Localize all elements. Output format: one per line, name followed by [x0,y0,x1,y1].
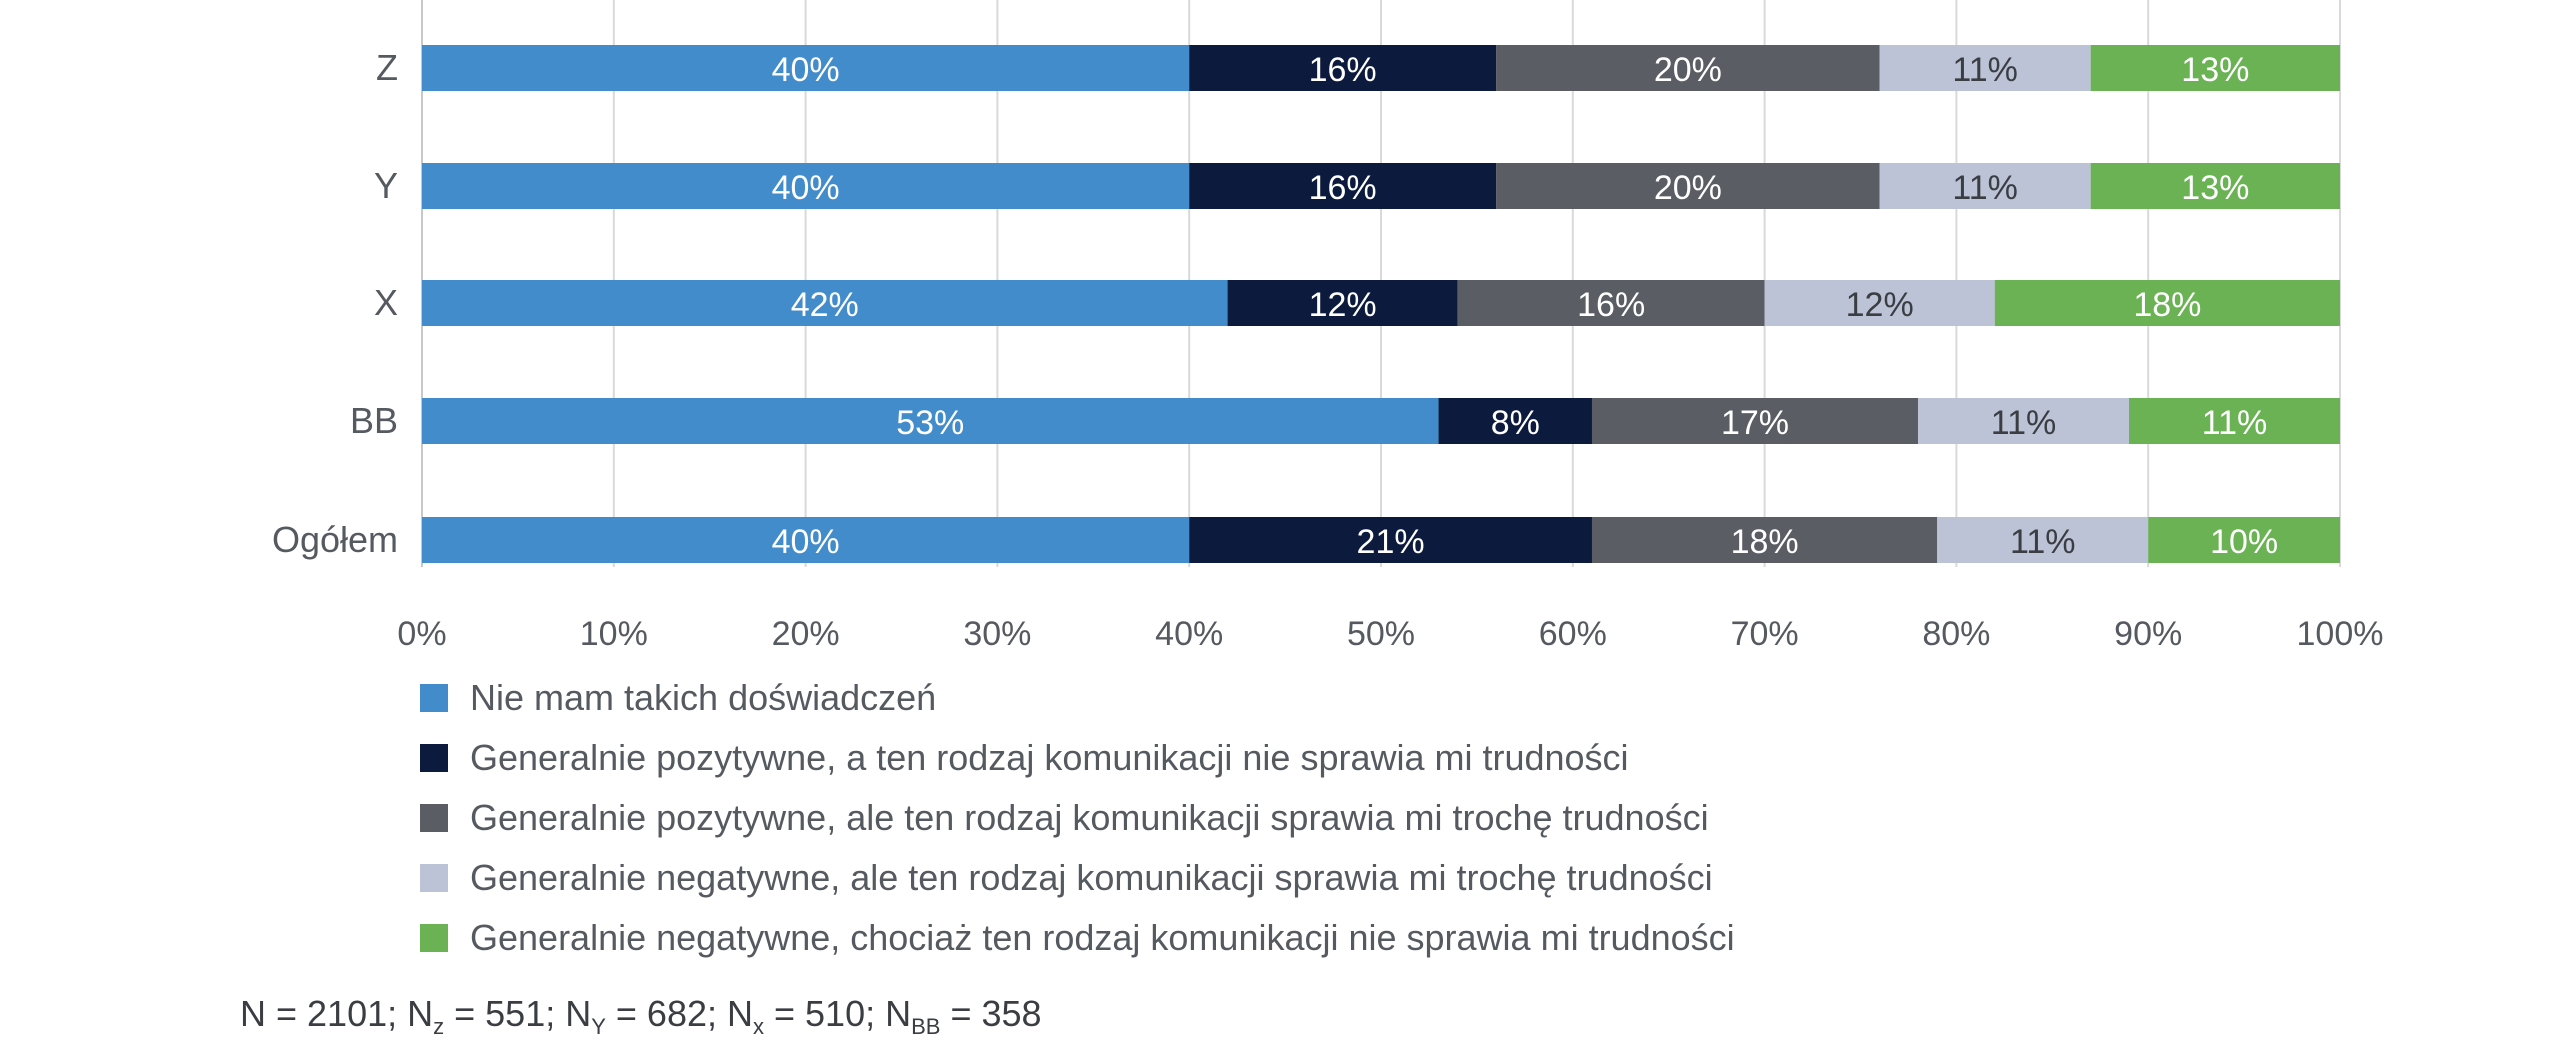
note-sub-bb: BB [911,1014,941,1039]
bar-segment [2129,398,2340,444]
x-tick-label: 0% [397,615,446,653]
bar-segment [1918,398,2130,444]
bar-segment [422,280,1228,326]
bar-segment [422,163,1190,209]
x-tick-label: 50% [1347,615,1415,653]
x-tick-label: 70% [1731,615,1799,653]
bar-segment [2090,163,2340,209]
data-label: 20% [1654,169,1722,207]
data-label: 21% [1357,523,1425,561]
bar-segment [422,398,1439,444]
data-label: 8% [1491,404,1540,442]
x-tick-label: 10% [580,615,648,653]
note-text-y: = 682; N [605,993,753,1034]
data-label: 13% [2181,51,2249,89]
bar-segment [1438,398,1592,444]
legend-swatch [420,684,448,712]
bar-segment [1227,280,1458,326]
note-text-bb: = 358 [940,993,1042,1034]
category-label: BB [350,400,398,441]
bar-segment [1496,45,1880,91]
bar-segment [1189,45,1497,91]
legend-label: Nie mam takich doświadczeń [470,677,937,718]
bar-segment [1591,517,1938,563]
bar-segment [2148,517,2340,563]
x-tick-label: 80% [1922,615,1990,653]
data-label: 16% [1577,286,1645,324]
note-text-x: = 510; N [764,993,912,1034]
x-tick-label: 40% [1155,615,1223,653]
legend-label: Generalnie negatywne, ale ten rodzaj kom… [470,857,1713,898]
legend-label: Generalnie pozytywne, ale ten rodzaj kom… [470,797,1709,838]
data-label: 11% [1991,404,2057,442]
data-label: 53% [896,404,964,442]
data-label: 13% [2181,169,2249,207]
bar-segment [1879,45,2091,91]
category-label: X [374,282,398,323]
x-tick-label: 60% [1539,615,1607,653]
bar-segment [2090,45,2340,91]
x-tick-label: 20% [772,615,840,653]
data-label: 40% [772,51,840,89]
bar-segment [422,517,1190,563]
legend-label: Generalnie pozytywne, a ten rodzaj komun… [470,737,1629,778]
data-label: 11% [1952,169,2018,207]
bar-segment [1457,280,1765,326]
note-text-total: N = 2101; N [240,993,434,1034]
bar-segment [1879,163,2091,209]
data-label: 20% [1654,51,1722,89]
bar-segment [422,45,1190,91]
sample-size-note: N = 2101; Nz = 551; NY = 682; Nx = 510; … [240,992,1042,1049]
x-tick-label: 100% [2297,615,2384,653]
data-label: 18% [2133,286,2201,324]
legend-label: Generalnie negatywne, chociaż ten rodzaj… [470,917,1735,958]
data-label: 11% [1952,51,2018,89]
data-label: 16% [1309,51,1377,89]
data-label: 10% [2210,523,2278,561]
bar-segment [1591,398,1919,444]
data-label: 16% [1309,169,1377,207]
data-label: 12% [1309,286,1377,324]
legend-swatch [420,804,448,832]
data-label: 40% [772,523,840,561]
note-sub-z: z [433,1014,445,1039]
bar-segment [1994,280,2340,326]
data-label: 12% [1846,286,1914,324]
bar-segment [1496,163,1880,209]
bar-segment [1937,517,2149,563]
category-label: Ogółem [272,519,398,560]
legend-swatch [420,744,448,772]
data-label: 42% [791,286,859,324]
data-label: 11% [2202,404,2268,442]
legend-swatch [420,864,448,892]
note-sub-y: Y [591,1014,606,1039]
category-label: Y [374,165,398,206]
x-tick-label: 30% [963,615,1031,653]
bar-segment [1764,280,1995,326]
category-label: Z [376,47,398,88]
legend-swatch [420,924,448,952]
x-tick-label: 90% [2114,615,2182,653]
note-sub-x: x [753,1014,764,1039]
bar-segment [1189,163,1497,209]
data-label: 18% [1731,523,1799,561]
data-label: 11% [2010,523,2076,561]
note-text-z: = 551; N [444,993,592,1034]
stacked-bar-chart: 40% 16% 20% 11% 13% Z 40% 16% 20% 11% 13% Y 42% 12% 16… [272,0,2384,653]
data-label: 40% [772,169,840,207]
bar-segment [1189,517,1592,563]
data-label: 17% [1721,404,1789,442]
